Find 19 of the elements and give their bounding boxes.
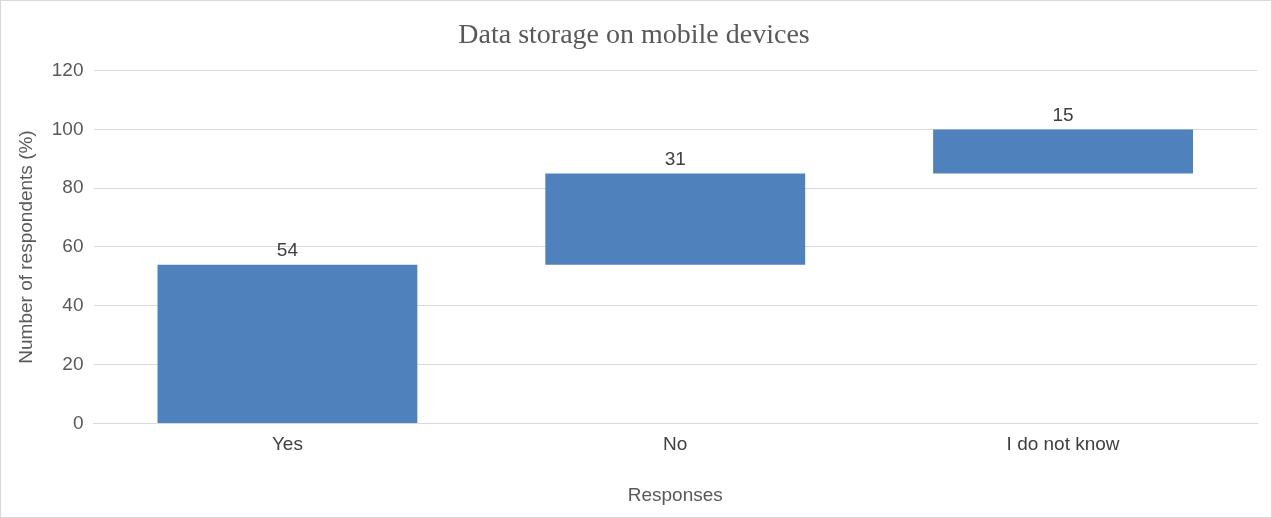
x-tick-label: I do not know xyxy=(1006,433,1120,455)
y-tick-label: 20 xyxy=(62,352,84,374)
y-tick-label: 100 xyxy=(51,117,84,139)
data-label: 31 xyxy=(664,148,686,170)
y-tick-label: 120 xyxy=(51,58,84,80)
y-tick-label: 0 xyxy=(72,411,84,433)
y-tick-label: 80 xyxy=(62,176,84,198)
x-axis-title: Responses xyxy=(627,483,723,505)
data-label: 54 xyxy=(276,239,299,261)
data-label: 15 xyxy=(1052,104,1074,126)
y-axis-title: Number of respondents (%) xyxy=(14,130,36,364)
chart-title: Data storage on mobile devices xyxy=(458,18,810,50)
x-tick-label: Yes xyxy=(271,433,303,455)
y-tick-label: 40 xyxy=(62,294,84,316)
bar xyxy=(545,173,806,265)
bar xyxy=(933,129,1194,174)
y-tick-label: 60 xyxy=(62,235,84,257)
bar xyxy=(157,264,418,423)
x-tick-label: No xyxy=(663,433,688,455)
